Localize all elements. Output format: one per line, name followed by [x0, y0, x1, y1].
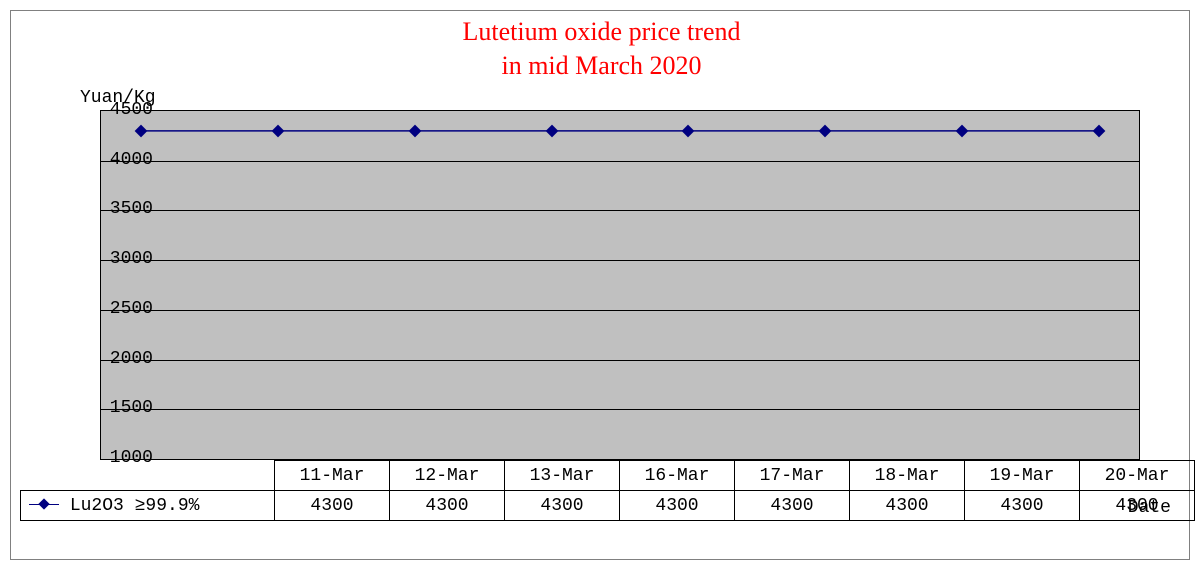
y-tick-label: 2000 — [103, 349, 153, 369]
value-cell: 4300 — [275, 491, 390, 521]
legend-cell: Lu2O3 ≥99.9% — [21, 491, 275, 521]
series-svg — [101, 111, 1139, 459]
category-cell: 13-Mar — [505, 461, 620, 491]
plot-area — [100, 110, 1140, 460]
category-cell: 20-Mar — [1080, 461, 1195, 491]
table-blank-cell — [21, 461, 275, 491]
value-cell: 4300 — [735, 491, 850, 521]
y-tick-label: 2500 — [103, 299, 153, 319]
legend-marker-icon — [29, 501, 59, 509]
category-cell: 16-Mar — [620, 461, 735, 491]
y-tick-label: 4500 — [103, 100, 153, 120]
title-line-2: in mid March 2020 — [501, 51, 701, 80]
y-tick-label: 3500 — [103, 199, 153, 219]
y-tick-label: 1500 — [103, 398, 153, 418]
value-cell: 4300 — [505, 491, 620, 521]
chart-title: Lutetium oxide price trend in mid March … — [0, 15, 1203, 83]
value-cell: 4300 — [965, 491, 1080, 521]
title-line-1: Lutetium oxide price trend — [463, 17, 741, 46]
category-cell: 18-Mar — [850, 461, 965, 491]
value-cell: 4300 — [850, 491, 965, 521]
value-cell: 4300 — [1080, 491, 1195, 521]
chart-container: Lutetium oxide price trend in mid March … — [0, 0, 1203, 571]
category-cell: 19-Mar — [965, 461, 1080, 491]
data-table: 11-Mar12-Mar13-Mar16-Mar17-Mar18-Mar19-M… — [20, 460, 1195, 521]
y-tick-label: 4000 — [103, 150, 153, 170]
category-cell: 11-Mar — [275, 461, 390, 491]
category-cell: 17-Mar — [735, 461, 850, 491]
y-tick-label: 3000 — [103, 249, 153, 269]
value-cell: 4300 — [620, 491, 735, 521]
series-name: Lu2O3 ≥99.9% — [70, 496, 200, 516]
value-cell: 4300 — [390, 491, 505, 521]
category-cell: 12-Mar — [390, 461, 505, 491]
